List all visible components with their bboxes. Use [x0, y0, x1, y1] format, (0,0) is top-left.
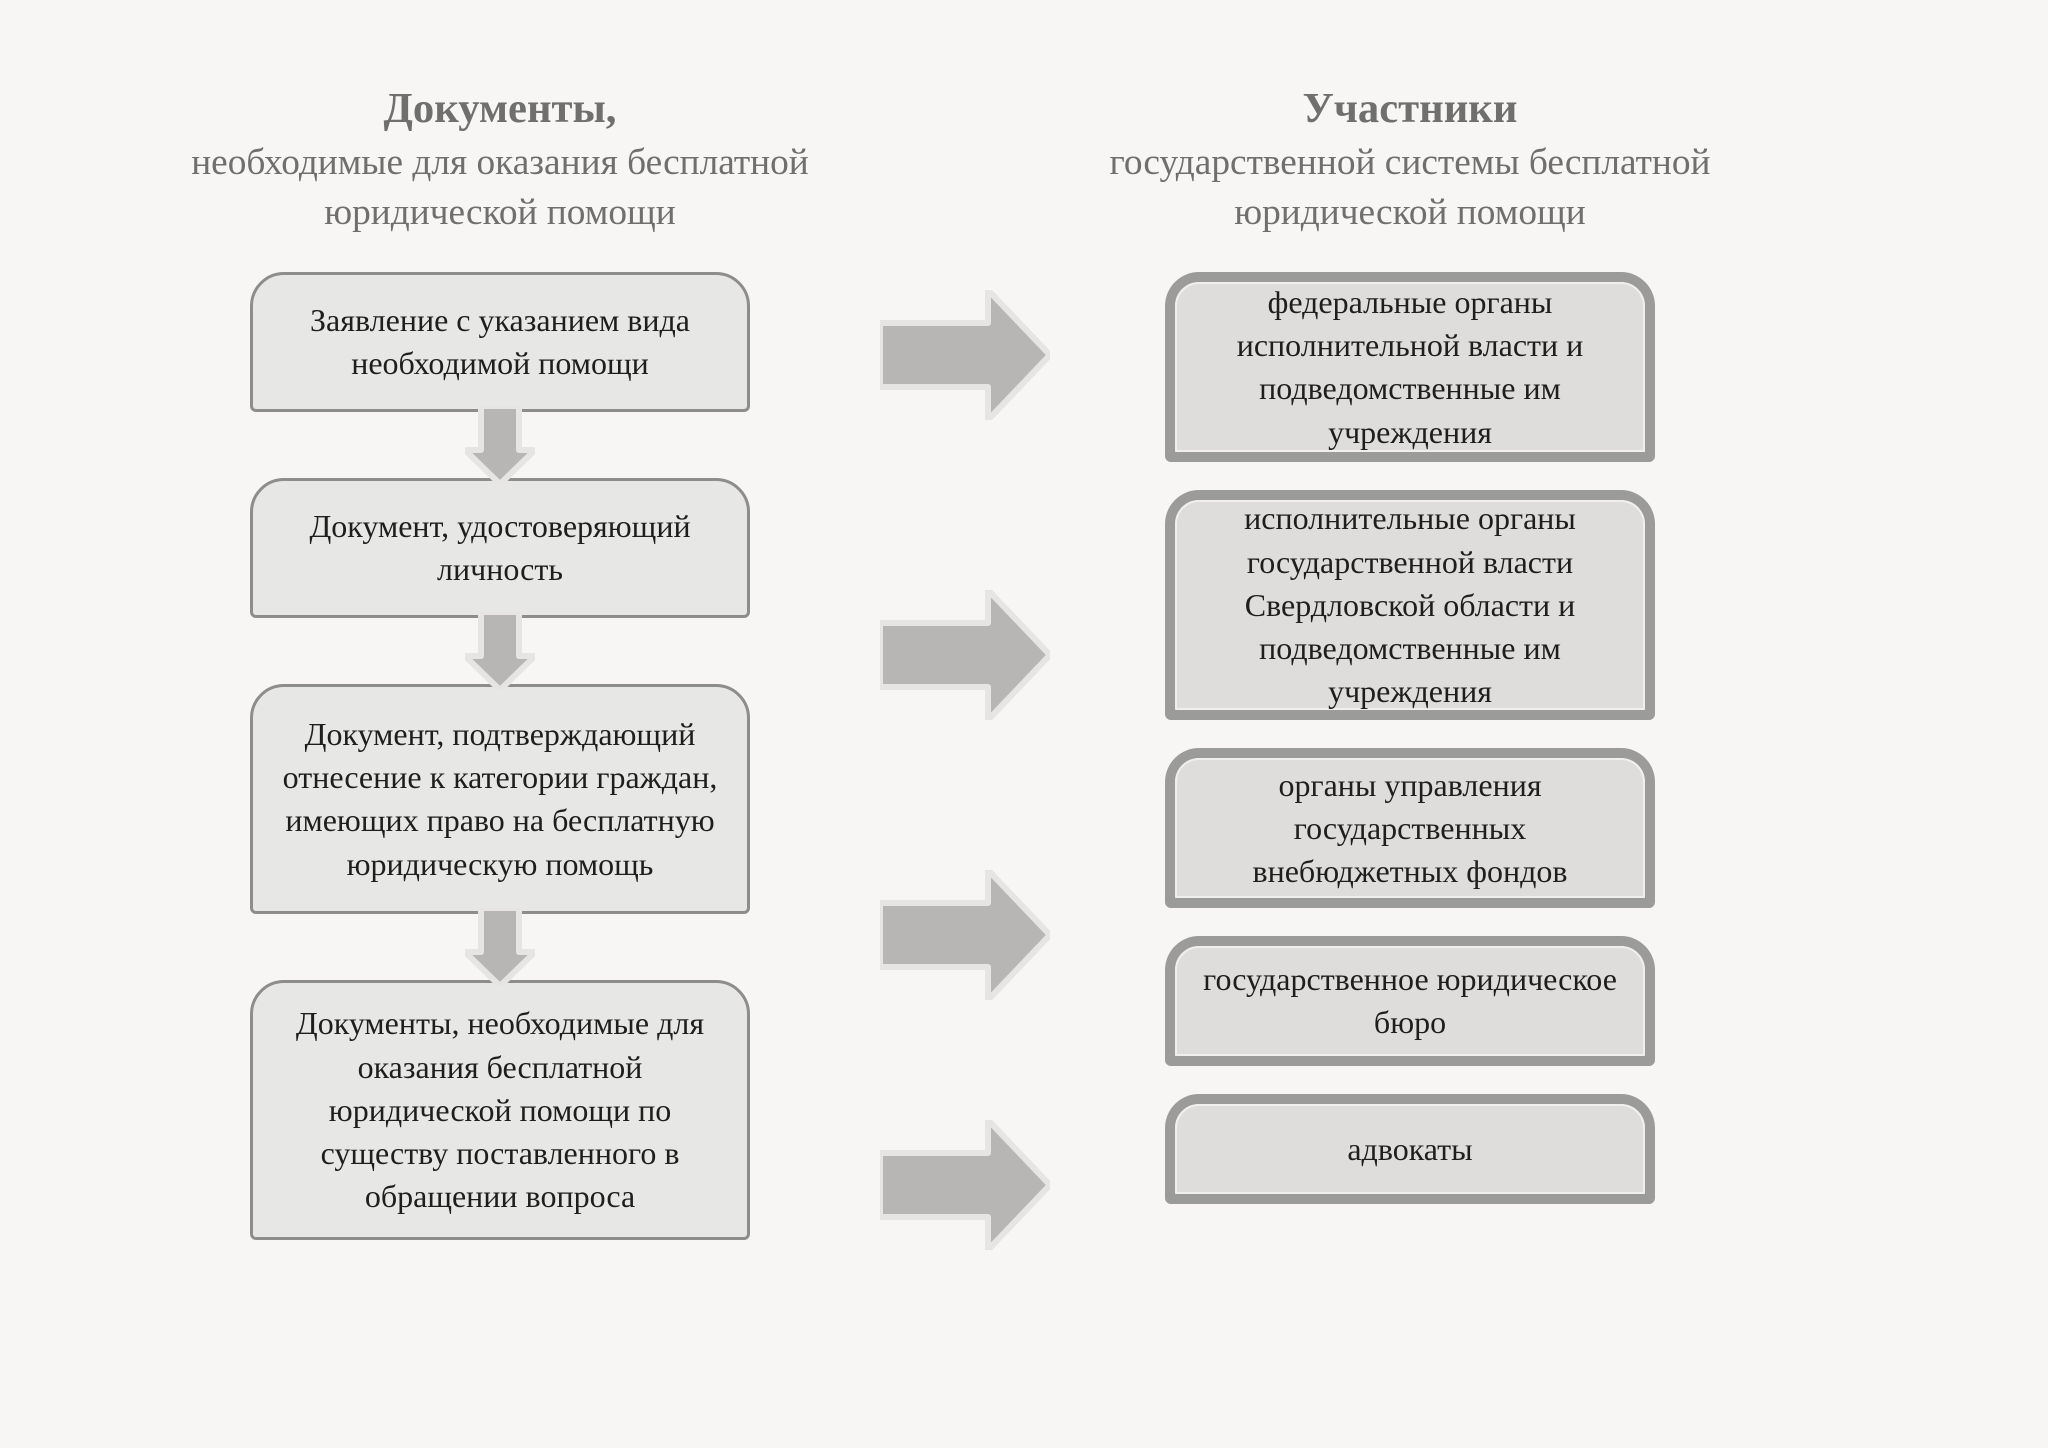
- left-heading-bold: Документы,: [384, 85, 617, 132]
- right-column: Участники государственной системы беспла…: [1090, 80, 1730, 1204]
- right-node: федеральные органы исполнительной власти…: [1165, 272, 1655, 462]
- right-node: государственное юридическое бюро: [1165, 936, 1655, 1066]
- right-node-label: адвокаты: [1175, 1104, 1645, 1194]
- left-heading: Документы, необходимые для оказания бесп…: [180, 80, 820, 238]
- right-node-label: исполнительные органы государственной вл…: [1175, 500, 1645, 710]
- down-arrow-icon: [465, 612, 535, 690]
- left-node: Документы, необходимые для оказания бесп…: [250, 980, 750, 1240]
- right-node: органы управления государственных внебюд…: [1165, 748, 1655, 908]
- right-heading-rest: государственной системы бесплатной юриди…: [1109, 142, 1710, 233]
- left-node: Документ, удостоверяющий личность: [250, 478, 750, 618]
- right-heading-bold: Участники: [1303, 85, 1518, 132]
- right-node-label: органы управления государственных внебюд…: [1175, 758, 1645, 898]
- right-node-label: государственное юридическое бюро: [1175, 946, 1645, 1056]
- right-arrow-icon: [880, 1120, 1050, 1255]
- right-node: адвокаты: [1165, 1094, 1655, 1204]
- down-arrow-icon: [465, 406, 535, 484]
- right-node: исполнительные органы государственной вл…: [1165, 490, 1655, 720]
- down-arrow-icon: [465, 908, 535, 986]
- left-node: Заявление с указанием вида необходимой п…: [250, 272, 750, 412]
- right-arrow-icon: [880, 290, 1050, 425]
- right-arrow-icon: [880, 870, 1050, 1005]
- left-node: Документ, подтверждающий отнесение к кат…: [250, 684, 750, 914]
- right-list: федеральные органы исполнительной власти…: [1165, 272, 1655, 1204]
- right-node-label: федеральные органы исполнительной власти…: [1175, 282, 1645, 452]
- right-arrow-icon: [880, 590, 1050, 725]
- left-flow: Заявление с указанием вида необходимой п…: [250, 272, 750, 1240]
- right-heading: Участники государственной системы беспла…: [1090, 80, 1730, 238]
- left-column: Документы, необходимые для оказания бесп…: [180, 80, 820, 1240]
- left-heading-rest: необходимые для оказания бесплатной юрид…: [191, 142, 809, 233]
